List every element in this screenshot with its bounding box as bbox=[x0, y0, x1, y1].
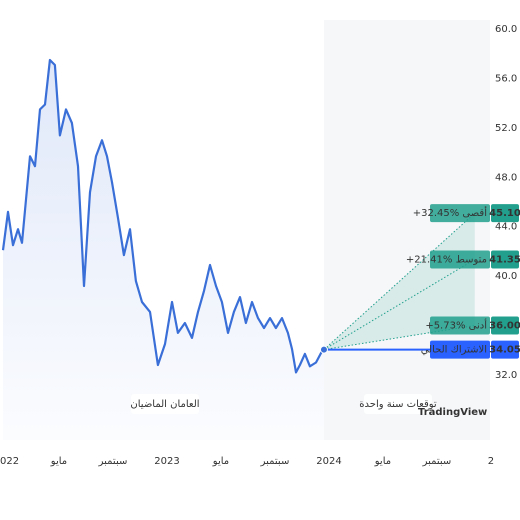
x-tick-label: 2024 bbox=[316, 456, 341, 467]
current-point bbox=[319, 345, 328, 354]
y-tick-label: 44.0 bbox=[495, 222, 517, 233]
value-label: 34.05 bbox=[489, 345, 520, 356]
annotation: توقعات سنة واحدة bbox=[359, 399, 437, 410]
y-tick-label: 32.0 bbox=[495, 370, 517, 381]
value-box bbox=[491, 316, 519, 335]
forecast-cone bbox=[323, 213, 475, 350]
value-label: 41.35 bbox=[489, 254, 520, 265]
x-tick-label: مايو bbox=[50, 456, 67, 467]
history-area bbox=[2, 60, 325, 440]
label-box bbox=[430, 316, 490, 335]
y-tick-label: 40.0 bbox=[495, 271, 517, 282]
annotation-box bbox=[364, 394, 432, 414]
value-box bbox=[491, 204, 519, 223]
x-tick-label: سبتمبر bbox=[98, 456, 128, 467]
value-box bbox=[491, 250, 519, 269]
x-tick-label: 022 bbox=[0, 456, 19, 467]
forecast-label: +5.73% أدنى bbox=[425, 319, 487, 332]
forecast-line bbox=[323, 259, 476, 351]
value-label: 45.10 bbox=[489, 208, 520, 219]
x-tick-label: سبتمبر bbox=[260, 456, 290, 467]
label-box bbox=[430, 204, 490, 223]
x-tick-label: 2 bbox=[488, 456, 494, 467]
x-tick-label: مايو bbox=[374, 456, 391, 467]
forecast-background bbox=[324, 20, 490, 440]
forecast-line bbox=[323, 212, 476, 350]
y-tick-label: 52.0 bbox=[495, 123, 517, 134]
annotation: العامان الماضيان bbox=[130, 399, 199, 410]
price-line bbox=[1, 58, 325, 374]
annotation-box bbox=[131, 394, 199, 414]
y-tick-label: 48.0 bbox=[495, 172, 517, 183]
forecast-label: +21.41% متوسط bbox=[406, 254, 487, 265]
x-tick-label: مايو bbox=[212, 456, 229, 467]
forecast-label: الاشتراك الحالي bbox=[421, 345, 487, 356]
y-tick-label: 56.0 bbox=[495, 74, 517, 85]
label-box bbox=[430, 250, 490, 269]
y-tick-label: 60.0 bbox=[495, 24, 517, 35]
value-box bbox=[491, 340, 519, 359]
forecast-label: +32.45% أقصى bbox=[413, 206, 487, 219]
label-box bbox=[430, 340, 490, 359]
x-tick-label: سبتمبر bbox=[422, 456, 452, 467]
x-tick-label: 2023 bbox=[154, 456, 179, 467]
watermark: TradingView bbox=[418, 407, 487, 418]
value-label: 36.00 bbox=[489, 321, 520, 332]
